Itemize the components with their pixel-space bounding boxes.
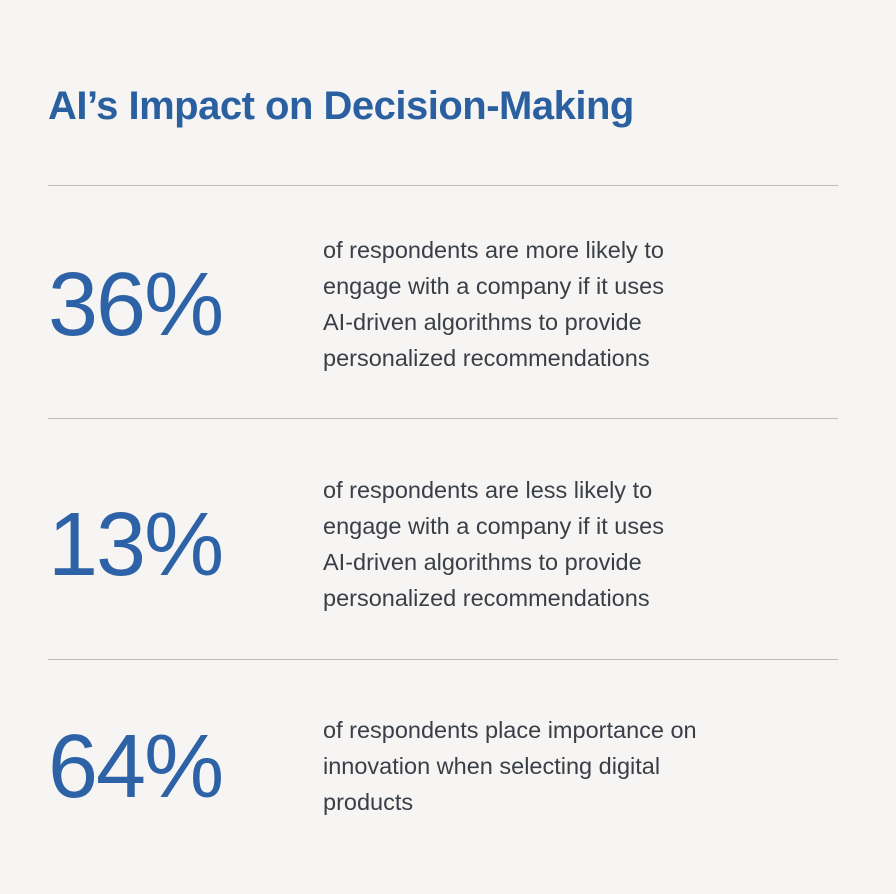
stat-row: 13% of respondents are less likely to enga… xyxy=(48,472,838,616)
stat-description: of respondents are more likely to engage … xyxy=(323,232,664,376)
description-line: personalized recommendations xyxy=(323,345,650,371)
title: AI’s Impact on Decision-Making xyxy=(48,84,634,128)
stat-description: of respondents are less likely to engage … xyxy=(323,472,664,616)
divider xyxy=(48,185,838,186)
description-line: AI-driven algorithms to provide xyxy=(323,309,642,335)
stat-value: 36% xyxy=(48,255,224,355)
description-line: engage with a company if it uses xyxy=(323,513,664,539)
description-line: of respondents place importance on xyxy=(323,717,697,743)
description-line: of respondents are less likely to xyxy=(323,477,653,503)
description-line: of respondents are more likely to xyxy=(323,237,664,263)
divider xyxy=(48,418,838,419)
description-line: engage with a company if it uses xyxy=(323,273,664,299)
stat-value: 64% xyxy=(48,717,224,817)
stat-row: 64% of respondents place importance on inn… xyxy=(48,712,838,820)
stat-description: of respondents place importance on innova… xyxy=(323,712,697,820)
description-line: innovation when selecting digital xyxy=(323,753,661,779)
stat-value: 13% xyxy=(48,495,224,595)
divider xyxy=(48,659,838,660)
description-line: products xyxy=(323,789,414,815)
stat-row: 36% of respondents are more likely to enga… xyxy=(48,232,838,376)
description-line: personalized recommendations xyxy=(323,585,650,611)
description-line: AI-driven algorithms to provide xyxy=(323,549,642,575)
